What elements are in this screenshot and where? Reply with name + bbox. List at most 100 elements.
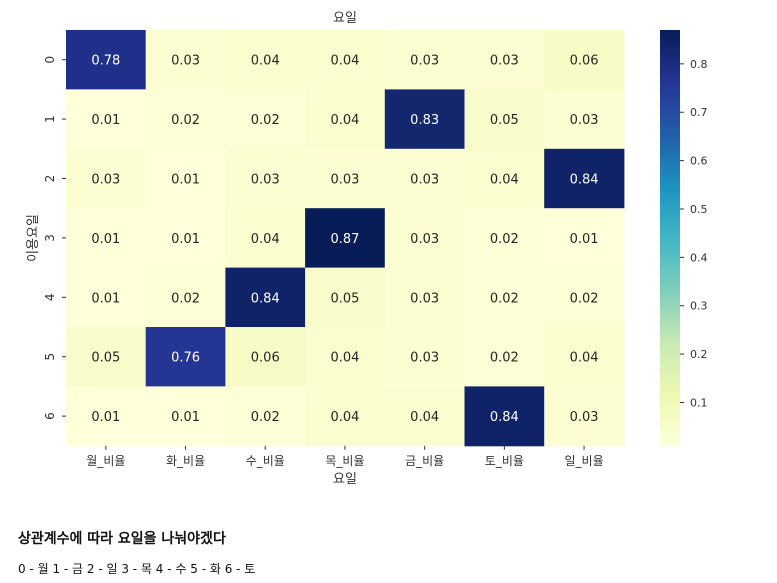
cell-value-label: 0.02: [171, 113, 200, 128]
heatmap-cell: [225, 386, 306, 447]
heatmap-cell: [464, 327, 545, 387]
heatmap-cell: [384, 208, 465, 269]
heatmap-cell: [544, 89, 625, 150]
colorbar-tick-label: 0.3: [690, 300, 708, 313]
x-tick-label: 월_비율: [86, 454, 125, 468]
heatmap-cell: [145, 30, 226, 90]
cell-value-label: 0.01: [91, 291, 120, 306]
y-tick-label: 3: [43, 234, 57, 242]
heatmap-cell: [66, 30, 147, 90]
cell-value-label: 0.06: [570, 54, 599, 69]
x-tick-label: 화_비율: [166, 454, 205, 468]
heatmap-cell: [225, 327, 306, 387]
cell-value-label: 0.84: [490, 410, 519, 425]
cell-value-label: 0.03: [410, 291, 439, 306]
y-tick-label: 5: [43, 353, 57, 361]
heatmap-cell: [305, 267, 386, 328]
cell-value-label: 0.78: [91, 54, 120, 69]
heatmap-cell: [66, 208, 147, 269]
heatmap-cell: [225, 89, 306, 150]
heatmap-cell: [145, 89, 226, 150]
heatmap-cell: [384, 148, 465, 209]
x-axis-ticks: 월_비율 화_비율 수_비율 목_비율 금_비율 토_비율 일_비율: [86, 445, 604, 468]
cell-value-label: 0.05: [490, 113, 519, 128]
x-tick-label: 토_비율: [485, 454, 524, 468]
cell-value-label: 0.06: [251, 351, 280, 366]
cell-value-label: 0.04: [330, 54, 359, 69]
cell-value-label: 0.03: [171, 54, 200, 69]
y-tick-label: 1: [43, 115, 57, 123]
heatmap-cell: [544, 208, 625, 269]
heatmap-cell: [66, 327, 147, 387]
cell-value-label: 0.03: [251, 173, 280, 188]
heatmap-cell: [225, 30, 306, 90]
heatmap-chart: 요일 0.78 0.03 0.04 0.04 0.03 0.03 0.060.01 0.02 0…: [26, 11, 708, 487]
heatmap-cell: [305, 89, 386, 150]
cell-value-label: 0.03: [570, 410, 599, 425]
cell-value-label: 0.03: [330, 173, 359, 188]
x-tick-label: 목_비율: [325, 454, 364, 468]
cell-value-label: 0.84: [570, 173, 599, 188]
heatmap-cell: [66, 386, 147, 447]
colorbar-tick-label: 0.1: [690, 396, 708, 409]
x-axis-label: 요일: [333, 472, 357, 487]
colorbar-tick-label: 0.8: [690, 58, 708, 71]
cell-value-label: 0.03: [410, 351, 439, 366]
heatmap-cell: [66, 89, 147, 150]
heatmap-cell: [544, 386, 625, 447]
colorbar-tick-label: 0.7: [690, 106, 708, 119]
heatmap-cell: [544, 30, 625, 90]
heatmap-cell: [305, 327, 386, 387]
heatmap-cell: [464, 386, 545, 447]
y-tick-label: 0: [43, 56, 57, 64]
heatmap-cell: [305, 30, 386, 90]
y-tick-label: 6: [43, 412, 57, 420]
cell-value-label: 0.02: [490, 351, 519, 366]
note-mapping: 0 - 월 1 - 금 2 - 일 3 - 목 4 - 수 5 - 화 6 - …: [18, 562, 256, 576]
heatmap-cell: [145, 386, 226, 447]
heatmap-cells: 0.78 0.03 0.04 0.04 0.03 0.03 0.06 0.01 0.02 0.02…: [66, 30, 625, 447]
cell-value-label: 0.03: [410, 173, 439, 188]
heatmap-cell: [464, 208, 545, 269]
cell-value-label: 0.01: [91, 113, 120, 128]
cell-value-label: 0.04: [251, 232, 280, 247]
heatmap-cell: [464, 267, 545, 328]
cell-value-label: 0.04: [330, 351, 359, 366]
heatmap-cell: [66, 148, 147, 209]
cell-value-label: 0.02: [490, 291, 519, 306]
heatmap-cell: [305, 386, 386, 447]
cell-value-label: 0.04: [490, 173, 519, 188]
heatmap-cell: [305, 208, 386, 269]
heatmap-cell: [544, 267, 625, 328]
colorbar-tick-label: 0.6: [690, 155, 708, 168]
heatmap-cell: [544, 148, 625, 209]
chart-title: 요일: [333, 11, 357, 26]
cell-value-label: 0.83: [410, 113, 439, 128]
cell-value-label: 0.04: [251, 54, 280, 69]
cell-value-label: 0.03: [91, 173, 120, 188]
heatmap-cell: [464, 148, 545, 209]
heatmap-cell: [225, 267, 306, 328]
cell-value-label: 0.01: [171, 173, 200, 188]
heatmap-cell: [305, 148, 386, 209]
cell-value-label: 0.04: [330, 410, 359, 425]
cell-value-label: 0.03: [410, 54, 439, 69]
heatmap-cell: [384, 89, 465, 150]
heatmap-cell: [384, 386, 465, 447]
cell-value-label: 0.02: [570, 291, 599, 306]
colorbar: [660, 30, 680, 446]
cell-value-label: 0.76: [171, 351, 200, 366]
x-tick-label: 금_비율: [405, 454, 444, 468]
heatmap-cell: [464, 30, 545, 90]
cell-value-label: 0.04: [330, 113, 359, 128]
heatmap-cell: [544, 327, 625, 387]
colorbar-ticks: 0.1 0.2 0.3 0.4 0.5 0.6 0.7 0.8: [680, 58, 708, 409]
cell-value-label: 0.04: [410, 410, 439, 425]
colorbar-tick-label: 0.2: [690, 348, 708, 361]
colorbar-tick-label: 0.4: [690, 251, 708, 264]
heatmap-cell: [145, 327, 226, 387]
cell-value-label: 0.01: [171, 232, 200, 247]
heatmap-cell: [145, 267, 226, 328]
cell-value-label: 0.02: [251, 410, 280, 425]
cell-value-label: 0.02: [171, 291, 200, 306]
